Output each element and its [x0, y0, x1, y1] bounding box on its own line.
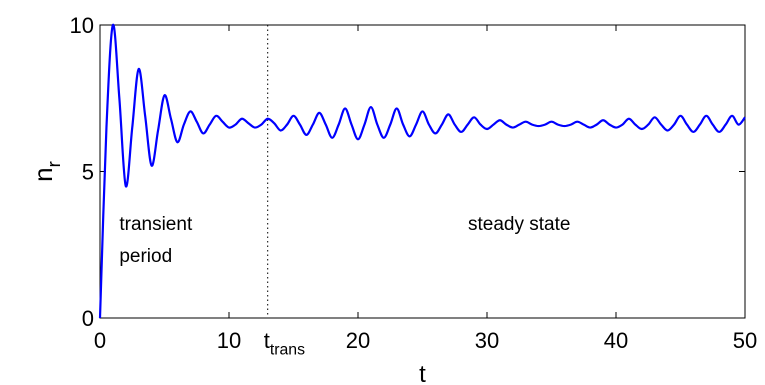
label-subscript: r [43, 161, 64, 167]
label-subscript: trans [270, 342, 305, 359]
x-axis-label: t [419, 361, 426, 385]
annotation: transient [119, 214, 193, 235]
y-tick-label: 10 [70, 13, 94, 38]
x-tick-label: 40 [604, 328, 628, 353]
plot-frame [99, 24, 746, 319]
y-tick-label: 0 [82, 306, 94, 331]
annotation: period [119, 246, 172, 267]
x-tick-label: 20 [346, 328, 370, 353]
label-main: t [264, 328, 270, 353]
x-tick-label: 50 [733, 328, 757, 353]
x-tick-label: 30 [475, 328, 499, 353]
annotation: steady state [468, 214, 570, 235]
x-tick-label: 10 [217, 328, 241, 353]
label: nr [28, 161, 64, 182]
x-tick-label: 0 [94, 328, 106, 353]
label: ttrans [264, 328, 305, 359]
y-tick-label: 5 [82, 160, 94, 185]
data-line [98, 23, 746, 319]
label-main: n [28, 167, 58, 181]
